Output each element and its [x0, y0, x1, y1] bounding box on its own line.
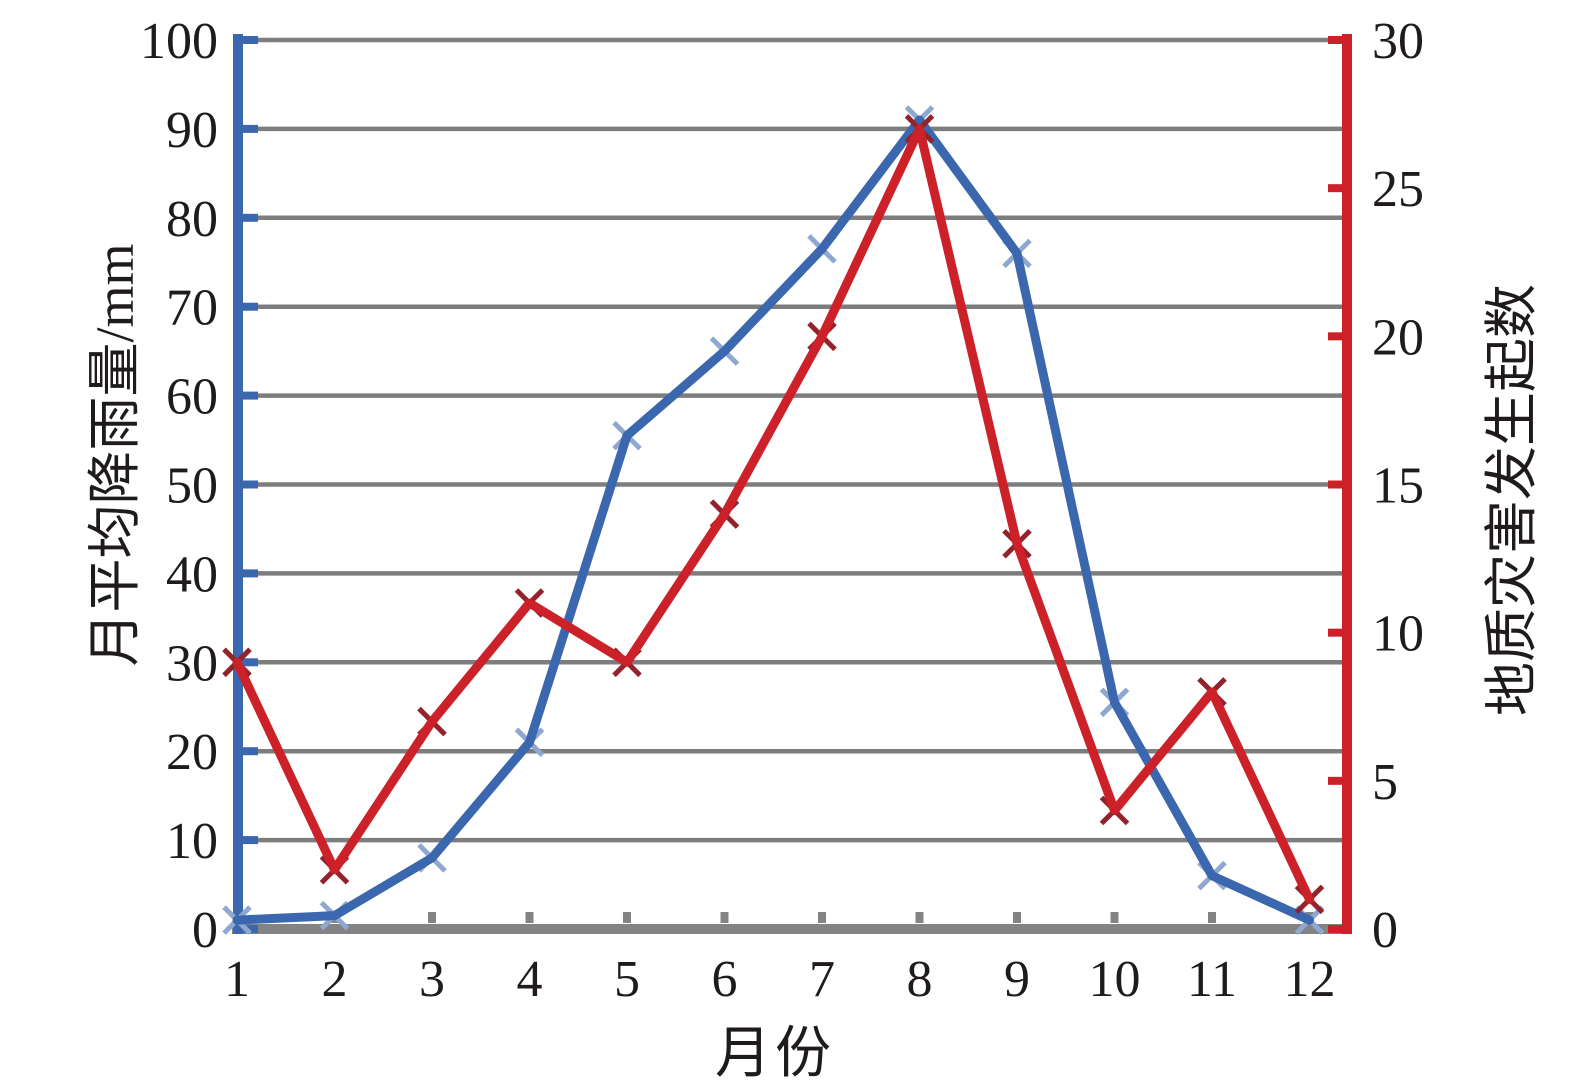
- x-axis-tick-label: 11: [1187, 951, 1237, 1008]
- x-axis-tick-label: 4: [517, 951, 543, 1008]
- x-axis-tick-label: 5: [614, 951, 640, 1008]
- x-axis-tick-label: 12: [1284, 951, 1336, 1008]
- left-axis-tick-label: 0: [192, 902, 218, 959]
- left-axis-tick-label: 50: [166, 458, 218, 515]
- left-axis-tick-label: 90: [166, 102, 218, 159]
- series-line-disasters: [232, 124, 1314, 904]
- right-axis-tick-label: 5: [1372, 754, 1398, 811]
- right-axis-tick-label: 15: [1372, 458, 1424, 515]
- series-line-rainfall: [232, 115, 1314, 925]
- x-axis-tick-label: 2: [322, 951, 348, 1008]
- x-axis-title: 月份: [715, 1023, 835, 1085]
- left-axis-tick-label: 70: [166, 280, 218, 337]
- left-axis-tick-label: 30: [166, 635, 218, 692]
- right-axis-tick-label: 0: [1372, 902, 1398, 959]
- left-axis-tick-label: 80: [166, 191, 218, 248]
- x-axis-tick-label: 9: [1004, 951, 1030, 1008]
- x-axis-tick-label: 10: [1089, 951, 1141, 1008]
- left-axis-tick-label: 20: [166, 724, 218, 781]
- x-axis-tick-label: 8: [907, 951, 933, 1008]
- right-axis-tick-label: 30: [1372, 13, 1424, 70]
- left-axis-tick-label: 60: [166, 369, 218, 426]
- x-axis-tick-label: 1: [224, 951, 250, 1008]
- right-axis-tick-label: 10: [1372, 606, 1424, 663]
- x-axis-tick-label: 3: [419, 951, 445, 1008]
- left-axis-tick-label: 10: [166, 813, 218, 870]
- right-axis-tick-label: 25: [1372, 161, 1424, 218]
- left-axis-tick-label: 100: [140, 13, 218, 70]
- left-axis-title: 月平均降雨量/mm: [85, 243, 145, 667]
- right-axis-title: 地质灾害发生起数: [1482, 284, 1542, 716]
- x-axis-tick-label: 6: [712, 951, 738, 1008]
- right-axis-tick-label: 20: [1372, 309, 1424, 366]
- x-axis-tick-label: 7: [809, 951, 835, 1008]
- left-axis-tick-label: 40: [166, 546, 218, 603]
